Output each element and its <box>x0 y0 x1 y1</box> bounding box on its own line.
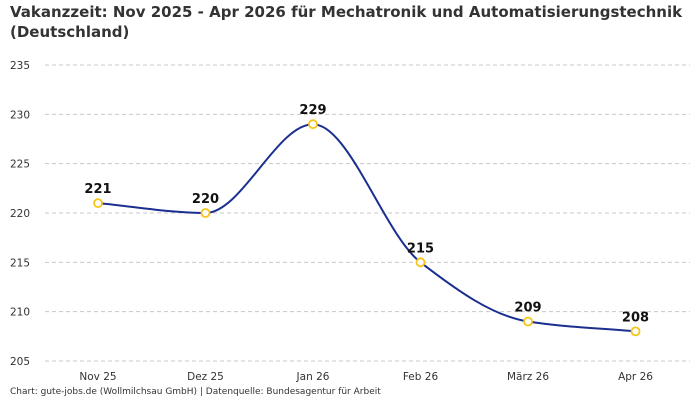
x-tick-label: März 26 <box>507 371 549 383</box>
data-label: 215 <box>407 241 434 256</box>
data-point <box>200 208 211 218</box>
data-point <box>93 198 103 209</box>
x-tick-label: Jan 26 <box>296 371 330 383</box>
y-tick-label: 205 <box>10 356 30 368</box>
y-tick-label: 235 <box>10 60 30 72</box>
data-label: 220 <box>192 192 219 207</box>
gridlines <box>45 64 690 362</box>
y-tick-label: 215 <box>10 257 30 269</box>
data-points <box>93 119 641 337</box>
x-axis-ticks: Nov 25 Dez 25 Jan 26 Feb 26 März 26 Apr 26 <box>79 371 653 383</box>
y-tick-label: 225 <box>10 159 30 171</box>
series <box>97 123 636 333</box>
y-axis-ticks: 205 210 215 220 225 230 235 <box>10 60 30 368</box>
x-tick-label: Dez 25 <box>187 371 224 383</box>
data-labels: 221 220 229 215 209 208 <box>84 103 649 325</box>
y-tick-label: 210 <box>10 307 30 319</box>
data-point <box>308 119 318 130</box>
x-tick-label: Apr 26 <box>618 371 653 383</box>
data-label: 208 <box>622 310 649 325</box>
y-tick-label: 230 <box>10 109 30 121</box>
data-point <box>415 257 426 268</box>
series-line <box>97 123 636 333</box>
chart-footer: Chart: gute-jobs.de (Wollmilchsau GmbH) … <box>10 387 381 397</box>
x-tick-label: Nov 25 <box>79 371 116 383</box>
data-point <box>630 326 641 337</box>
chart-title: Vakanzzeit: Nov 2025 - Apr 2026 für Mech… <box>10 3 683 41</box>
y-tick-label: 220 <box>10 208 30 220</box>
data-label: 209 <box>514 301 541 316</box>
data-point <box>523 316 533 327</box>
x-tick-label: Feb 26 <box>403 371 439 383</box>
data-label: 229 <box>299 103 326 118</box>
data-label: 221 <box>84 182 111 197</box>
